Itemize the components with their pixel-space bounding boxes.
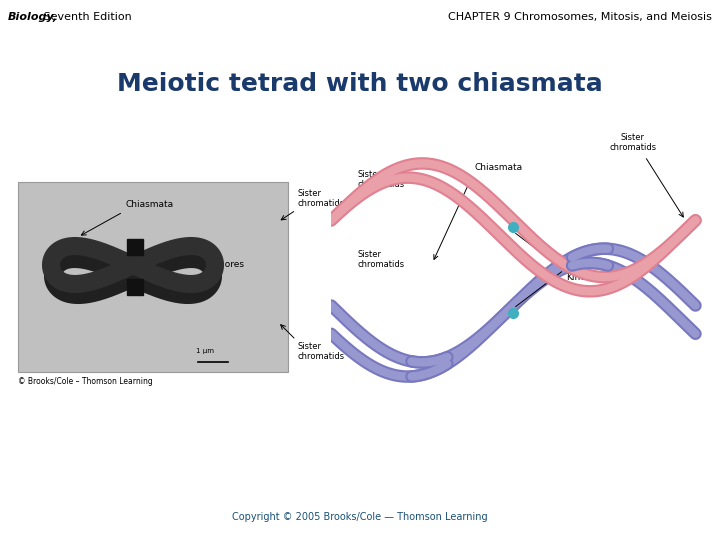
Text: Sister
chromatids: Sister chromatids [358,250,405,269]
Text: Chiasmata: Chiasmata [125,200,173,209]
Text: Biology,: Biology, [8,12,58,22]
Text: Seventh Edition: Seventh Edition [40,12,132,22]
Text: Meiotic tetrad with two chiasmata: Meiotic tetrad with two chiasmata [117,72,603,96]
Text: Sister
chromatids: Sister chromatids [358,170,405,190]
Text: 1 µm: 1 µm [196,348,214,354]
Text: Sister
chromatids: Sister chromatids [609,133,657,152]
Text: CHAPTER 9 Chromosomes, Mitosis, and Meiosis: CHAPTER 9 Chromosomes, Mitosis, and Meio… [448,12,712,22]
Text: Kinetochores: Kinetochores [566,273,625,282]
FancyBboxPatch shape [18,182,288,372]
Text: Sister
chromatids: Sister chromatids [298,342,345,361]
Text: Sister
chromatids: Sister chromatids [298,188,345,208]
Text: © Brooks/Cole – Thomson Learning: © Brooks/Cole – Thomson Learning [18,377,153,386]
Text: Copyright © 2005 Brooks/Cole — Thomson Learning: Copyright © 2005 Brooks/Cole — Thomson L… [232,512,488,522]
Text: Kinetochores: Kinetochores [185,260,244,269]
Text: Chiasmata: Chiasmata [475,163,523,172]
